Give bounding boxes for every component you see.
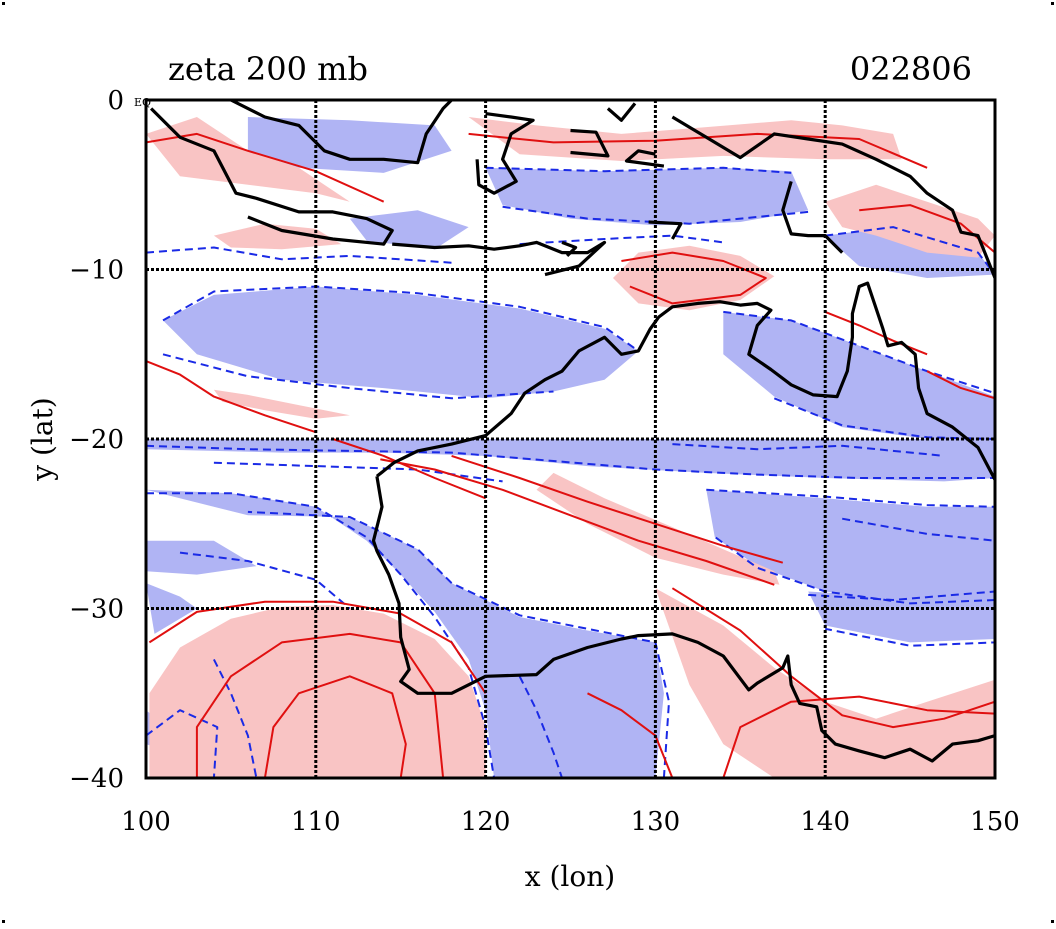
coastline	[624, 149, 665, 168]
x-tick-label: 100	[121, 807, 171, 837]
negative-region	[825, 227, 995, 278]
coastline	[392, 240, 607, 277]
negative-region	[146, 540, 257, 575]
negative-contour	[519, 234, 724, 246]
negative-region	[706, 489, 995, 602]
positive-contour	[621, 251, 767, 305]
positive-contour	[671, 587, 995, 729]
negative-contour	[146, 492, 496, 778]
negative-contour	[247, 510, 670, 778]
coastline	[781, 180, 844, 254]
corner-dot	[1051, 920, 1054, 923]
negative-contour	[706, 488, 995, 508]
x-tick-label: 120	[461, 807, 511, 837]
coastline	[149, 107, 394, 246]
date-label: 022806	[850, 50, 972, 88]
y-axis-label: y (lat)	[26, 397, 59, 481]
positive-contour	[332, 438, 486, 500]
coastline	[230, 100, 453, 165]
corner-dot	[2, 2, 5, 5]
negative-region	[247, 117, 452, 173]
positive-region	[213, 223, 342, 250]
positive-region	[655, 588, 995, 778]
negative-region	[723, 311, 995, 439]
positive-contour	[380, 458, 775, 586]
x-tick-label: 150	[970, 807, 1020, 837]
grid-layer	[146, 100, 995, 778]
corner-dot	[1051, 2, 1054, 5]
positive-region	[146, 117, 384, 211]
y-tick-label: −30	[69, 595, 124, 625]
positive-contour	[263, 675, 407, 778]
positive-region	[825, 184, 995, 258]
coastline	[475, 112, 535, 195]
negative-region	[349, 210, 469, 250]
coastline-layer	[149, 100, 995, 763]
corner-dot	[2, 920, 5, 923]
negative-contour	[825, 226, 995, 276]
positive-contour	[146, 360, 317, 434]
negative-region	[485, 167, 809, 226]
coastline	[561, 240, 578, 258]
coastline	[570, 128, 610, 158]
negative-contour	[518, 675, 563, 778]
chart-title: zeta 200 mb	[168, 50, 368, 88]
positive-contour	[926, 370, 995, 400]
y-tick-label: −10	[69, 256, 124, 286]
y-tick-label: −20	[69, 425, 124, 455]
negative-contour	[502, 205, 809, 225]
y-axis-ticks: 0 −10 −20 −30 −40	[69, 86, 124, 794]
y-tick-label: −40	[69, 764, 124, 794]
positive-contour	[195, 632, 445, 778]
negative-contour	[146, 709, 219, 778]
negative-contour	[842, 517, 995, 542]
x-axis-ticks: 100 110 120 130 140 150	[121, 807, 1020, 837]
negative-contour	[808, 590, 995, 647]
positive-contour	[824, 310, 928, 356]
coastline	[648, 220, 683, 240]
positive-region	[149, 605, 486, 778]
negative-region	[163, 286, 639, 399]
negative-contour	[485, 166, 792, 174]
coastline	[606, 102, 637, 122]
positive-fill-layer	[146, 117, 995, 778]
negative-contour	[723, 310, 995, 395]
negative-contour	[162, 285, 639, 352]
x-axis-label: x (lon)	[525, 860, 615, 893]
positive-contour	[587, 692, 674, 778]
y-tick-label: 0	[107, 86, 124, 116]
eq-mark: EQ	[134, 96, 151, 109]
coastline	[671, 115, 995, 279]
negative-contour	[213, 658, 258, 778]
positive-contour	[722, 695, 995, 778]
positive-contour	[148, 600, 487, 694]
negative-contour	[179, 551, 351, 610]
positive-region	[536, 472, 780, 585]
coastline	[375, 281, 995, 481]
x-tick-label: 140	[800, 807, 850, 837]
x-tick-label: 130	[631, 807, 681, 837]
plot-area	[146, 100, 995, 778]
x-tick-label: 110	[291, 807, 341, 837]
coastline	[371, 476, 995, 763]
negative-region	[146, 439, 995, 482]
positive-region	[613, 245, 775, 311]
plot-frame	[144, 98, 997, 780]
positive-contour	[451, 454, 784, 564]
negative-contour	[146, 246, 452, 264]
negative-contour	[672, 443, 945, 457]
